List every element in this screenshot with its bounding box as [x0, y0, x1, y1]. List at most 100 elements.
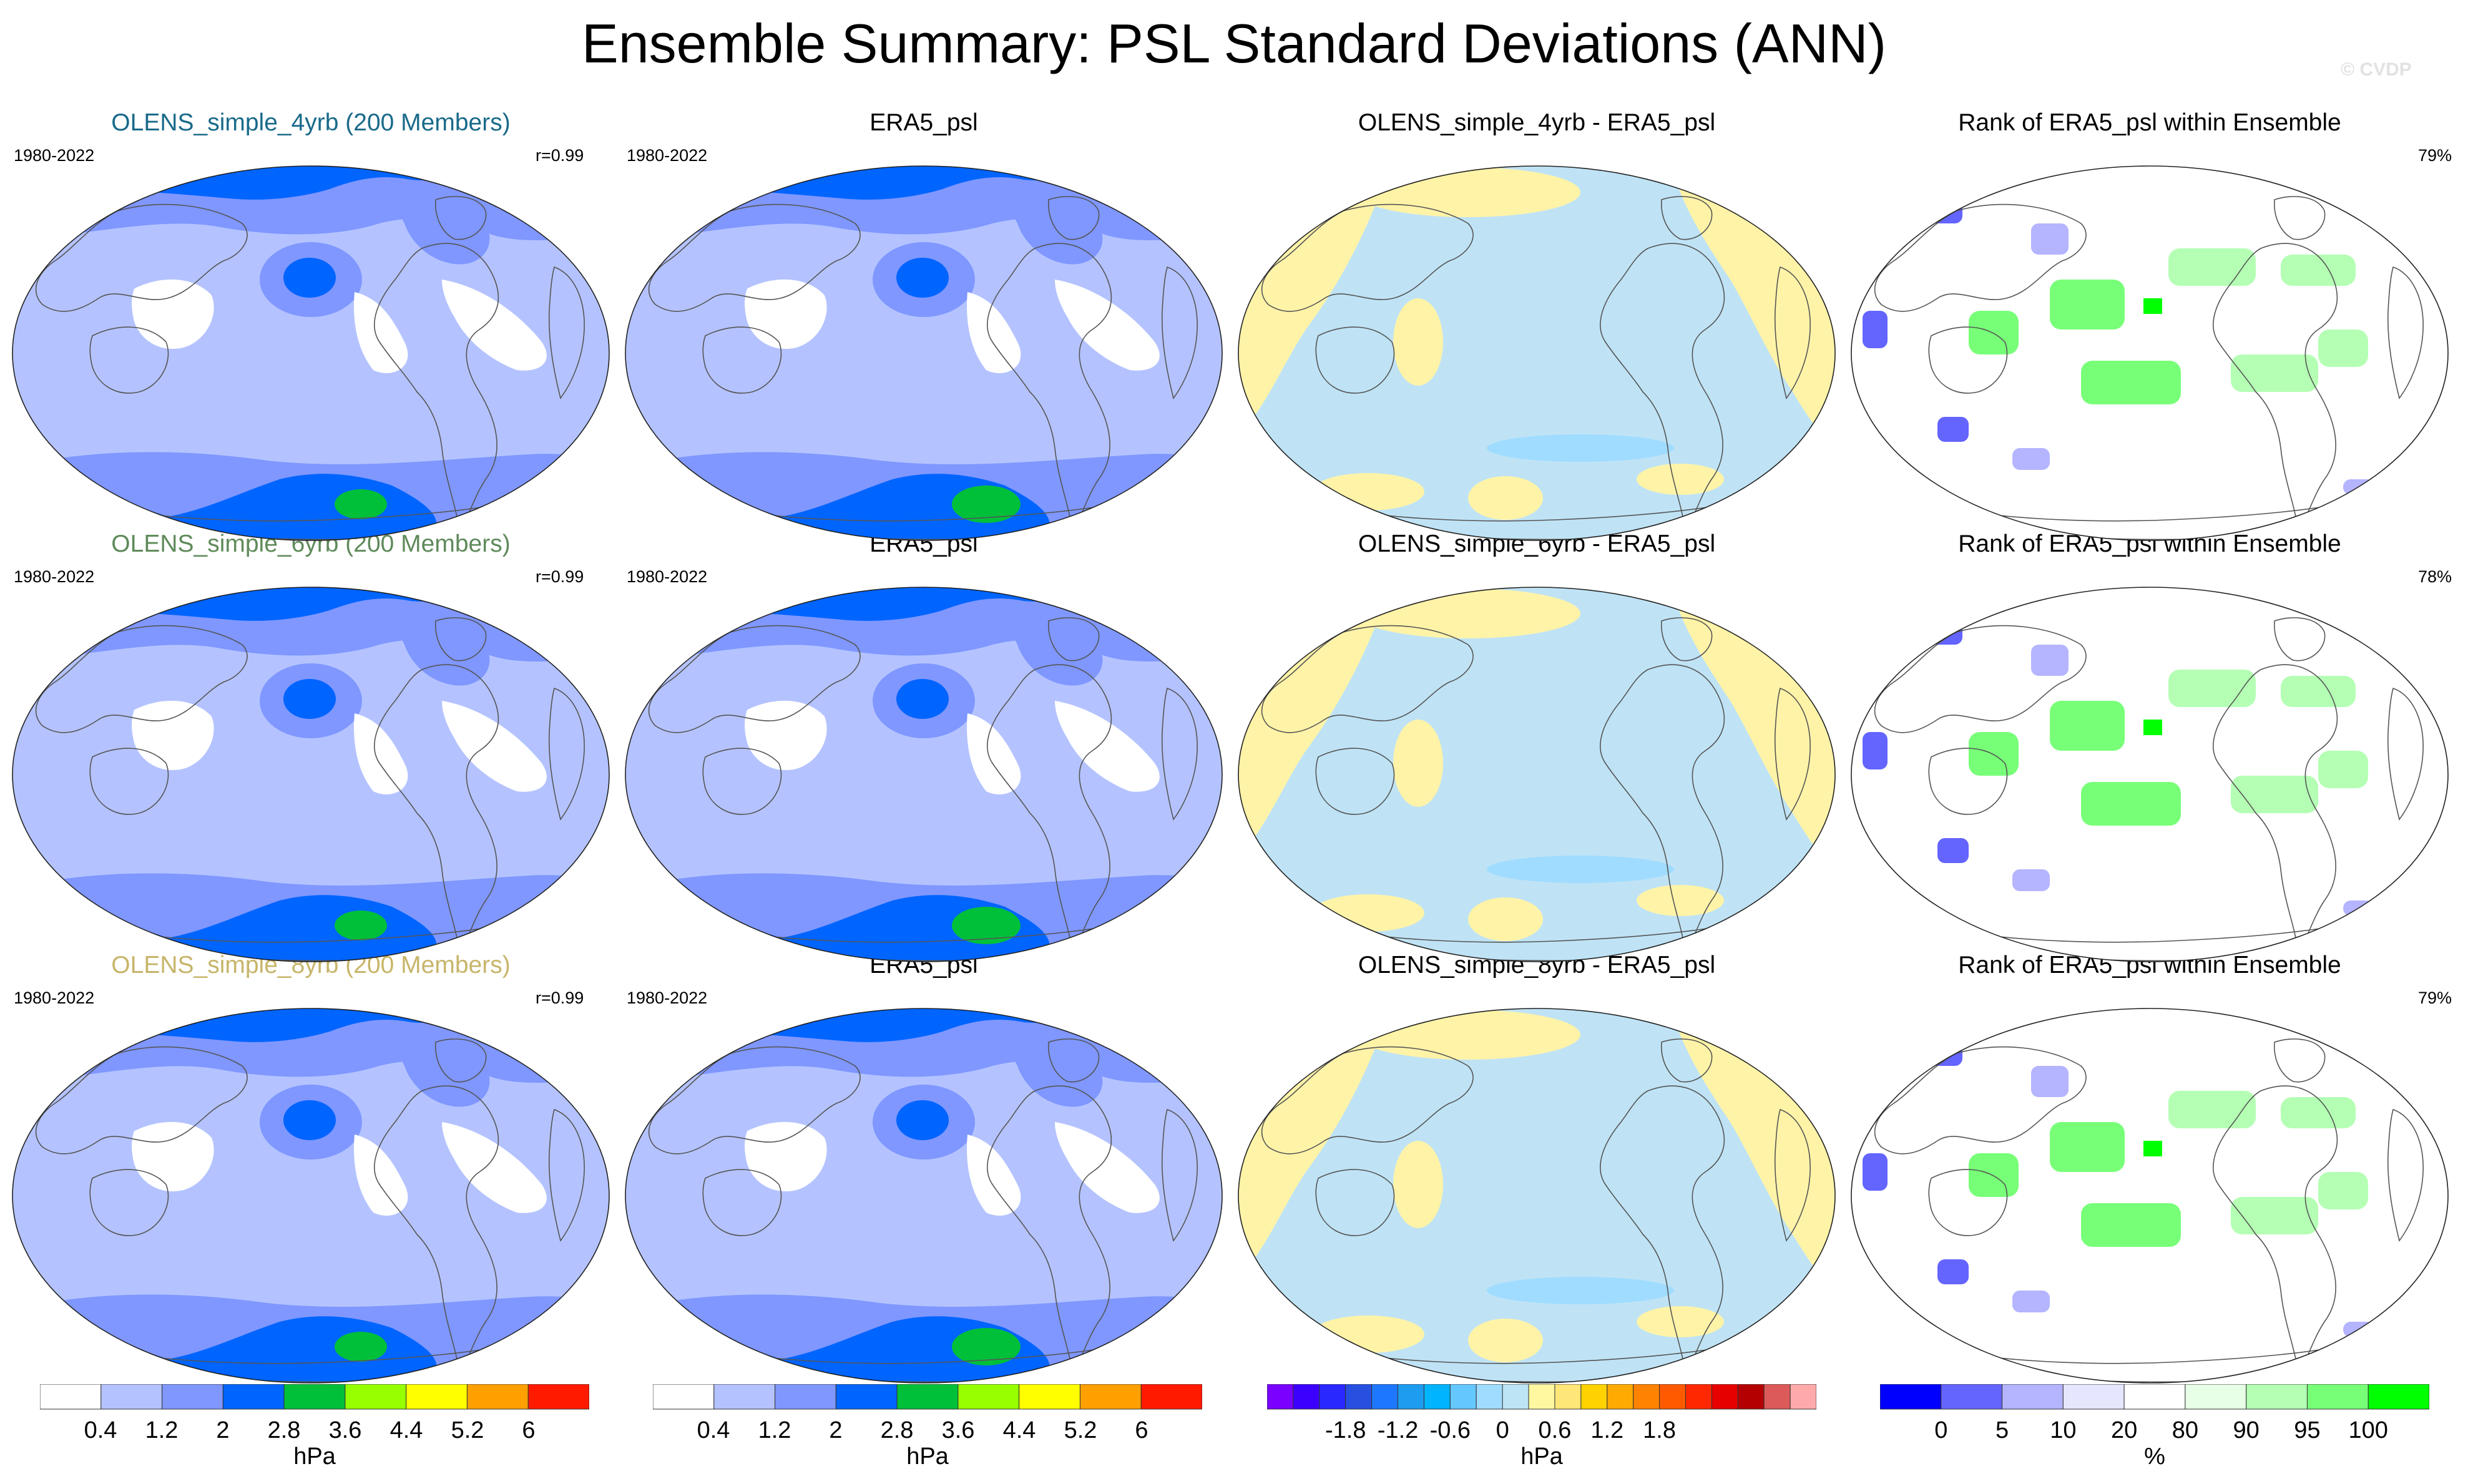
colorbar-tick-label: 5.2: [451, 1417, 484, 1443]
coastline-greenland: [1048, 196, 1100, 240]
rank-low-patch: [2374, 1053, 2399, 1072]
coastline-africa: [1774, 687, 1811, 821]
coastline-australia: [1928, 326, 2008, 394]
map-field: [625, 1008, 1222, 1383]
colorbar-box: [1319, 1384, 1346, 1410]
colorbar-unit-label: hPa: [293, 1443, 336, 1470]
rank-high-patch: [2318, 330, 2368, 367]
colorbar-box: [100, 1384, 163, 1410]
ensemble-title: OLENS_simple_4yrb (200 Members): [111, 109, 511, 136]
colorbar-box: [2306, 1384, 2369, 1410]
colorbar-tick-label: 3.6: [329, 1417, 362, 1443]
std-aleutian-2p8: [896, 258, 949, 298]
map-border: [1238, 1008, 1836, 1384]
rank-low-patch: [2031, 645, 2069, 676]
pattern-correlation: r=0.99: [536, 567, 584, 586]
rank-low-patch: [2012, 448, 2050, 470]
coastline-asia: [648, 1046, 861, 1154]
obs-years: 1980-2022: [627, 567, 708, 586]
rank-top-patch: [2143, 298, 2162, 314]
rank-high-patch: [2050, 280, 2125, 330]
map-field: [1851, 166, 2448, 540]
coastline-africa: [1161, 266, 1198, 399]
rank-low-patch: [2031, 223, 2069, 255]
diff-negative-band: [1487, 434, 1674, 462]
std-low-variability-patch: [354, 1135, 408, 1216]
rank-high-patch: [2081, 782, 2181, 826]
coastline-asia: [35, 203, 248, 312]
colorbar-unit-label: hPa: [906, 1443, 949, 1470]
map-field: [1851, 1008, 2448, 1383]
colorbar-tick-label: 4.4: [390, 1417, 423, 1443]
colorbar-box: [2123, 1384, 2186, 1410]
std-aleutian-2p8: [283, 1100, 336, 1140]
rank-low-patch: [2031, 1066, 2069, 1097]
std-aleutian-2p8: [896, 679, 949, 719]
coastline-australia: [1928, 748, 2008, 815]
rank-high-patch: [2281, 255, 2356, 286]
colorbar-tick-label: 4.4: [1003, 1417, 1036, 1443]
rank-high-patch: [2281, 676, 2356, 707]
coastline-africa: [1774, 266, 1811, 399]
figure-title: Ensemble Summary: PSL Standard Deviation…: [582, 12, 1886, 74]
std-low-variability-patch: [967, 292, 1021, 373]
map-border: [12, 587, 610, 962]
std-low-variability-patch: [354, 292, 408, 373]
std-low-variability-patch: [1055, 1122, 1160, 1213]
diff-title: OLENS_simple_4yrb - ERA5_psl: [1358, 109, 1716, 136]
rank-low-patch: [2374, 211, 2399, 230]
coastline-africa: [1161, 687, 1198, 821]
colorbar-box: [1371, 1384, 1399, 1410]
std-low-variability-patch: [442, 1122, 547, 1213]
map-diff-1: [1238, 165, 1836, 541]
map-field: [625, 166, 1222, 540]
ensemble-years: 1980-2022: [14, 567, 95, 586]
diff-positive-arctic: [1356, 167, 1580, 217]
std-low-variability-patch: [442, 701, 547, 792]
coastline-greenland: [1048, 617, 1100, 661]
map-border: [625, 1008, 1223, 1384]
colorbar-box: [1554, 1384, 1582, 1410]
colorbar-box: [1449, 1384, 1477, 1410]
diff-negative-band: [1487, 1277, 1674, 1304]
colorbar-tick-label: 1.2: [145, 1417, 179, 1443]
colorbar-tick-label: -1.2: [1378, 1417, 1418, 1443]
coastline-australia: [702, 326, 782, 394]
map-diff-3: [1238, 1008, 1836, 1384]
coastline-australia: [1315, 1169, 1395, 1236]
colorbar-box: [775, 1384, 836, 1410]
coastline-australia: [1928, 1169, 2008, 1236]
map-rank-2: [1851, 587, 2449, 962]
rank-high-patch: [2318, 751, 2368, 788]
coastline-greenland: [2274, 196, 2326, 240]
std-atlantic-2: [392, 190, 490, 265]
map-field: [12, 587, 609, 962]
std-core-3p6: [335, 1332, 387, 1362]
colorbar-box: [1398, 1384, 1424, 1410]
coastline-asia: [1261, 1046, 1474, 1154]
colorbar-box: [1790, 1384, 1816, 1410]
coastline-africa: [548, 1108, 585, 1242]
rank-low-patch: [2012, 869, 2050, 891]
colorbar-tick-label: 3.6: [942, 1417, 975, 1443]
colorbar-tick-label: 5: [1995, 1417, 2009, 1443]
coastline-asia: [1874, 203, 2087, 312]
colorbar-unit-label: %: [2144, 1443, 2165, 1470]
map-obs-1: [625, 165, 1223, 541]
map-border: [1238, 587, 1836, 962]
rank-low-patch: [1863, 732, 1888, 769]
coastline-africa: [2387, 266, 2424, 399]
diff-positive-indonesia: [1393, 720, 1443, 807]
map-rank-3: [1851, 1008, 2449, 1384]
coastline-greenland: [2274, 617, 2326, 661]
colorbar-box: [1607, 1384, 1634, 1410]
colorbar-box: [1580, 1384, 1608, 1410]
coastline-asia: [1874, 1046, 2087, 1154]
coastline-asia: [1261, 625, 1474, 733]
colorbar-box: [406, 1384, 468, 1410]
coastline-asia: [35, 625, 248, 733]
diff-positive-arctic: [1356, 588, 1580, 638]
std-core-3p6: [952, 1328, 1021, 1365]
colorbar-tick-label: 0: [1496, 1417, 1509, 1443]
cvdp-watermark: © CVDP: [2341, 59, 2412, 80]
